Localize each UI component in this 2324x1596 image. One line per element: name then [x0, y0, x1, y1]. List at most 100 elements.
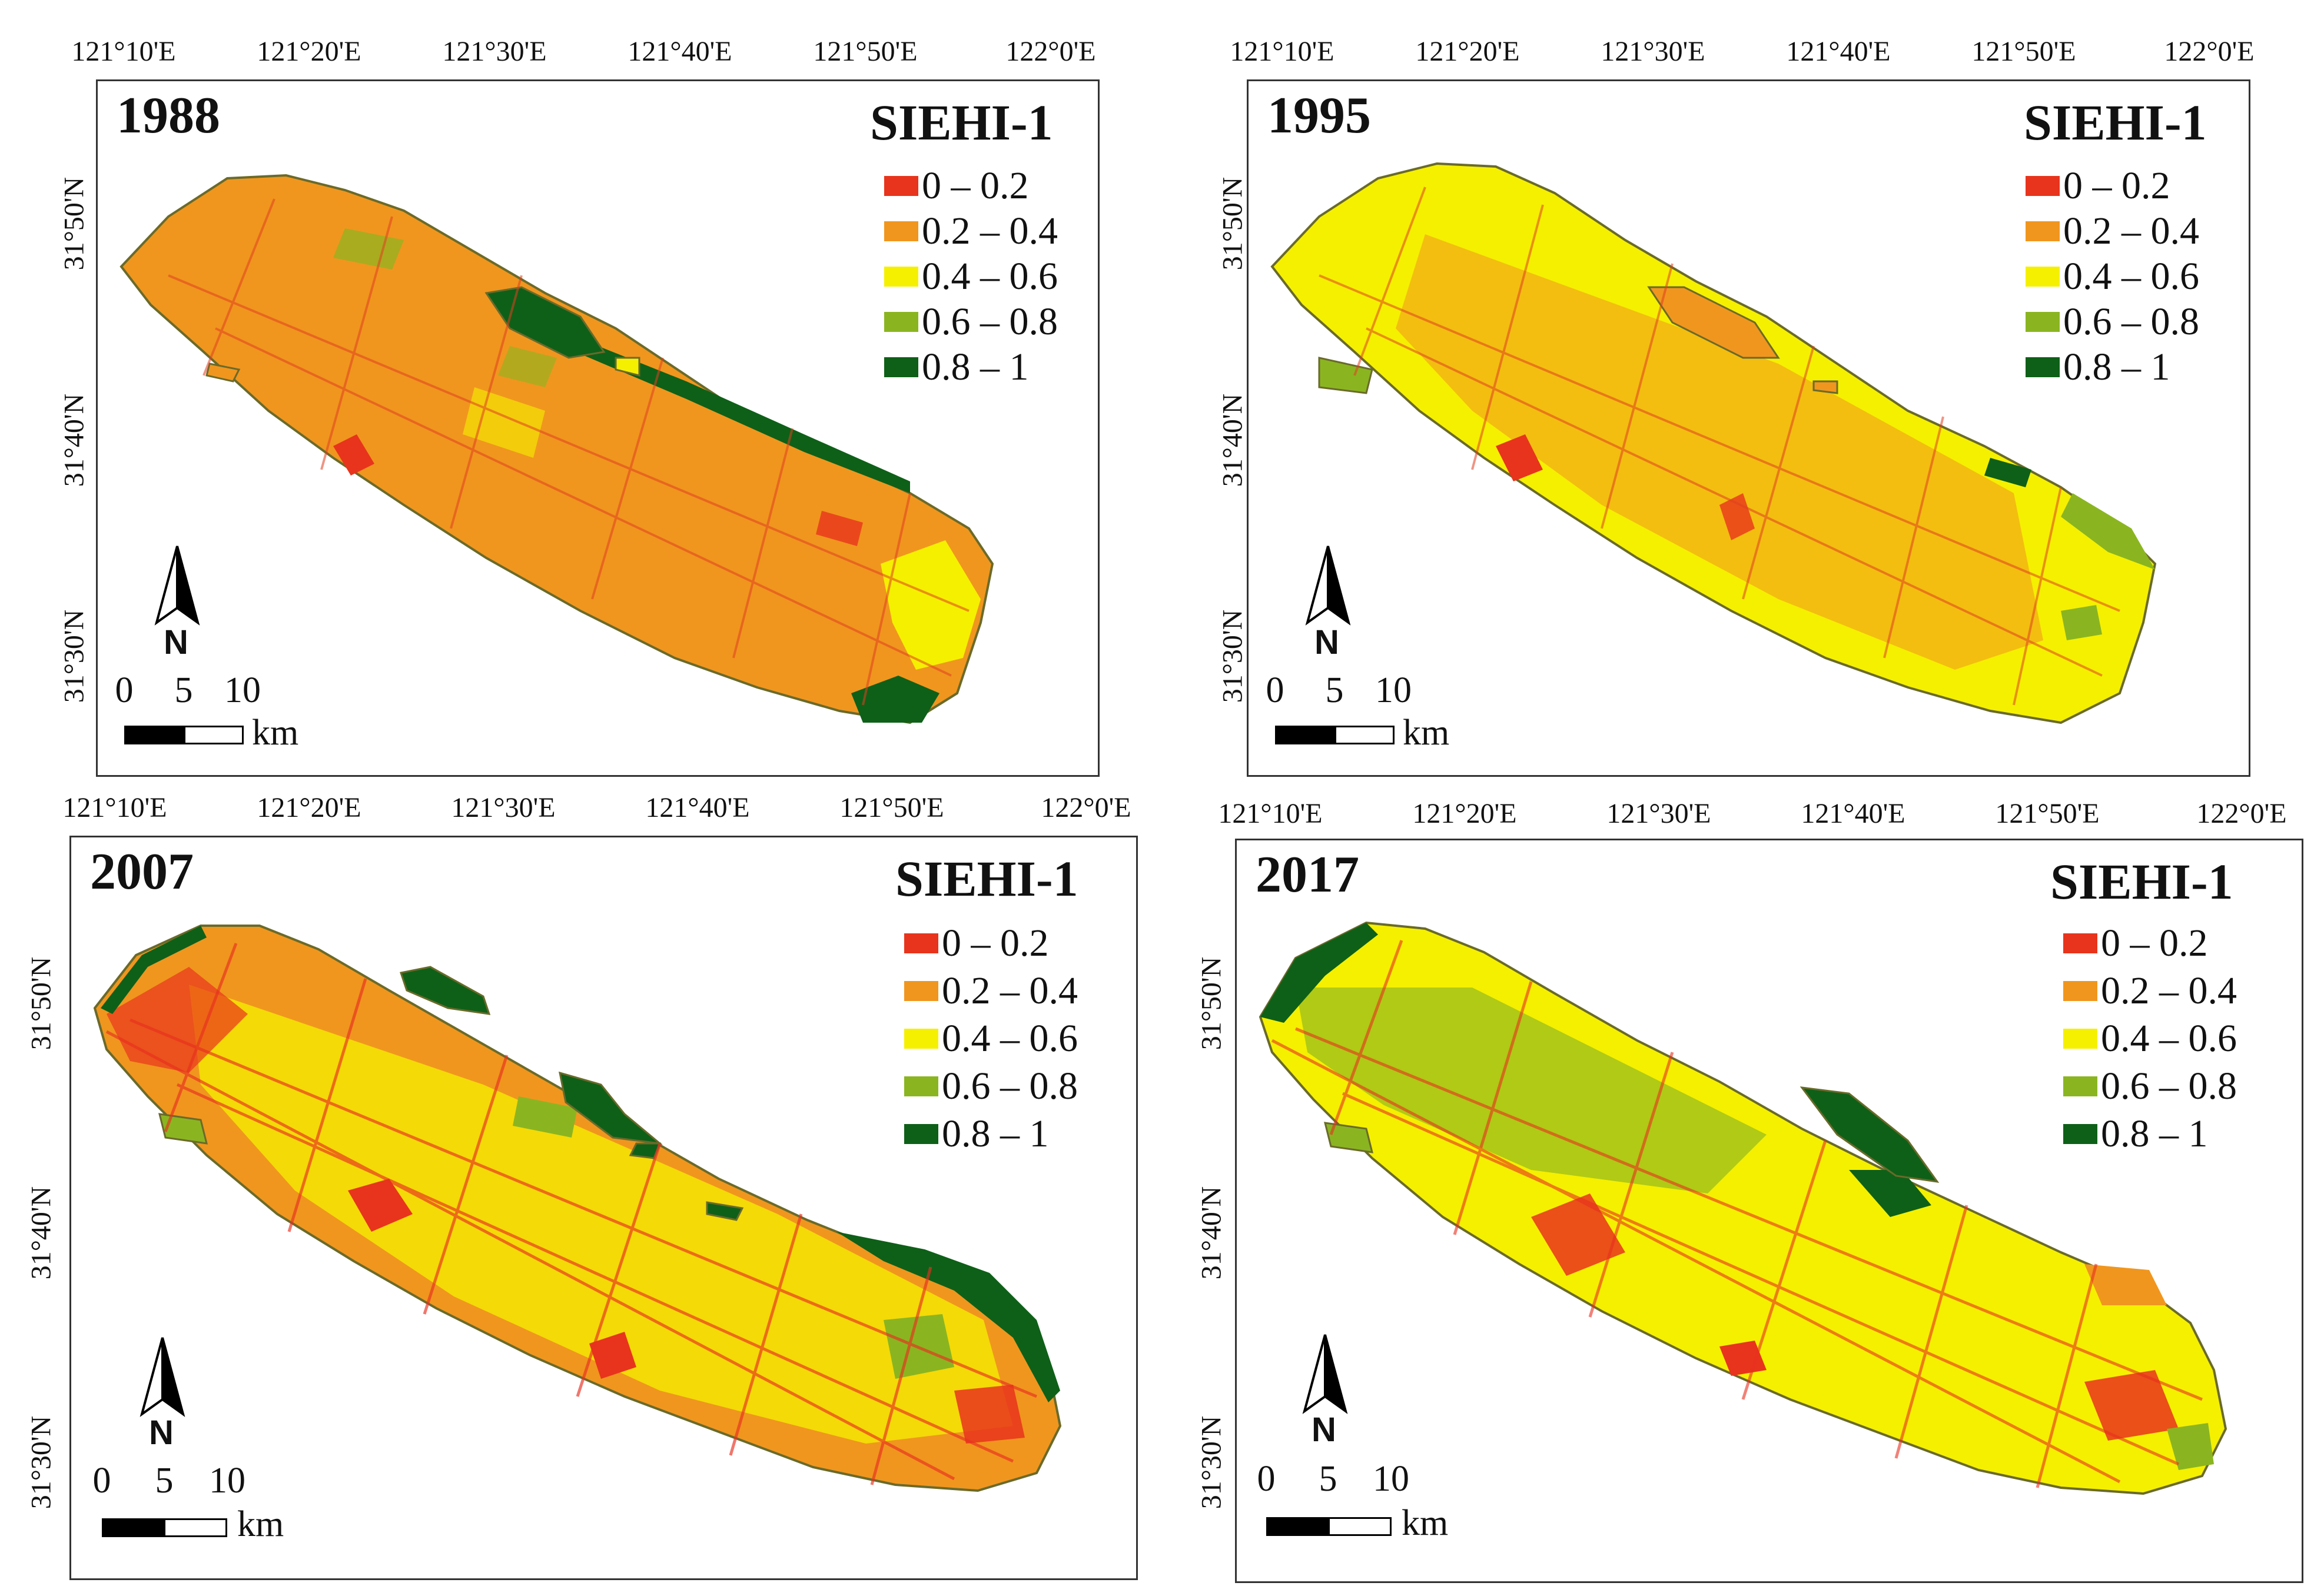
- legend-item: 0 – 0.2: [2063, 922, 2208, 965]
- lon-label: 121°40'E: [1801, 798, 1905, 829]
- lon-label: 121°50'E: [1971, 36, 2076, 67]
- legend-label: 0.4 – 0.6: [2063, 255, 2199, 298]
- legend-item: 0.8 – 1: [884, 345, 1029, 388]
- lon-label: 121°10'E: [1218, 798, 1323, 829]
- lon-label: 121°30'E: [1601, 36, 1705, 67]
- island-map: [119, 174, 994, 724]
- lon-label: 121°20'E: [257, 36, 361, 67]
- lon-label: 121°30'E: [442, 36, 547, 67]
- legend-swatch: [904, 1029, 938, 1049]
- island-main: [119, 174, 994, 724]
- patch-red: [1531, 1193, 1625, 1276]
- scale-bar-white: [1328, 1517, 1392, 1536]
- islet-2: [1812, 380, 1838, 394]
- road-lines: [1319, 187, 2120, 706]
- islet-1: [1647, 286, 1780, 359]
- patch-darkgreen: [1260, 923, 1378, 1023]
- islet-2: [615, 357, 640, 377]
- island-map: [1259, 921, 2227, 1495]
- legend-label: 0.8 – 1: [942, 1112, 1049, 1155]
- legend-swatch: [904, 981, 938, 1001]
- road-lines: [168, 198, 970, 706]
- scale-number: 5: [174, 670, 193, 710]
- longitude-labels: 121°10'E 121°20'E 121°30'E 121°40'E 121°…: [0, 35, 1154, 71]
- legend-label: 0 – 0.2: [942, 922, 1049, 965]
- patch-darkgreen: [1984, 458, 2031, 487]
- legend-item: 0.8 – 1: [2063, 1112, 2208, 1155]
- north-arrow-icon: [1305, 546, 1351, 626]
- scale-number: 10: [209, 1461, 245, 1501]
- scale-bar-black: [124, 726, 185, 744]
- legend-swatch: [2026, 312, 2060, 332]
- legend-item: 0.4 – 0.6: [904, 1017, 1078, 1060]
- legend-item: 0.2 – 0.4: [884, 210, 1058, 252]
- scale-number: 5: [155, 1461, 174, 1501]
- legend-title: SIEHI-1: [870, 94, 1053, 151]
- scale-number: 10: [224, 670, 261, 710]
- legend-label: 0.6 – 0.8: [922, 300, 1058, 343]
- legend-swatch: [904, 933, 938, 953]
- patch-darkgreen-2: [1849, 1170, 1931, 1217]
- legend-swatch: [2063, 1124, 2097, 1144]
- lon-label: 121°10'E: [1230, 36, 1334, 67]
- lon-label: 121°50'E: [839, 792, 944, 823]
- patch-darkgreen: [851, 676, 939, 723]
- legend-label: 0.8 – 1: [2101, 1112, 2208, 1155]
- patch-red-2: [348, 1179, 413, 1232]
- legend-label: 0.6 – 0.8: [2063, 300, 2199, 343]
- legend-label: 0.2 – 0.4: [2063, 210, 2199, 252]
- legend-label: 0.4 – 0.6: [2101, 1017, 2237, 1060]
- legend-swatch: [2063, 933, 2097, 953]
- map-year-label: 2017: [1256, 846, 1359, 903]
- patch-red: [107, 967, 248, 1073]
- legend-item: 0.8 – 1: [2026, 345, 2170, 388]
- legend-label: 0 – 0.2: [2101, 922, 2208, 965]
- legend-swatch: [884, 267, 918, 287]
- lon-label: 122°0'E: [1041, 792, 1131, 823]
- patch-darkgreen: [836, 1232, 1060, 1402]
- longitude-labels: 121°10'E 121°20'E 121°30'E 121°40'E 121°…: [1158, 797, 2312, 833]
- north-label: N: [149, 1414, 174, 1452]
- legend-label: 0.6 – 0.8: [2101, 1065, 2237, 1108]
- lon-label: 121°30'E: [1606, 798, 1711, 829]
- patch-orange: [1396, 234, 2043, 670]
- map-frame: 2017 SIEHI-1: [1235, 839, 2303, 1583]
- patch-red: [333, 434, 374, 476]
- islet-3: [205, 363, 241, 383]
- legend-label: 0 – 0.2: [2063, 164, 2170, 207]
- lat-label: 31°50'N: [1196, 956, 1227, 1050]
- island-map: [1270, 162, 2157, 724]
- islet-3: [1318, 357, 1373, 394]
- patch-red-3: [589, 1332, 636, 1379]
- legend-label: 0.6 – 0.8: [942, 1065, 1078, 1108]
- north-label: N: [1312, 1411, 1336, 1449]
- map-panel-2007: 121°10'E 121°20'E 121°30'E 121°40'E 121°…: [0, 780, 1154, 1592]
- road-lines: [1271, 940, 2203, 1488]
- map-year-label: 1995: [1267, 87, 1371, 144]
- legend-label: 0.4 – 0.6: [942, 1017, 1078, 1060]
- patch-yellow-2: [463, 387, 545, 458]
- legend-item: 0.4 – 0.6: [2063, 1017, 2237, 1060]
- north-arrow-icon: [1302, 1334, 1348, 1414]
- lon-label: 121°40'E: [645, 792, 750, 823]
- legend-item: 0.8 – 1: [904, 1112, 1049, 1155]
- lon-label: 121°20'E: [1415, 36, 1520, 67]
- legend-item: 0 – 0.2: [884, 164, 1029, 207]
- lon-label: 121°40'E: [1786, 36, 1891, 67]
- map-frame: 1995 SIEHI-1 0 –: [1247, 79, 2250, 777]
- patch-red-2: [816, 511, 863, 546]
- legend-item: 0.6 – 0.8: [884, 300, 1058, 343]
- legend-label: 0.8 – 1: [922, 345, 1029, 388]
- scale-bar-black: [102, 1518, 165, 1537]
- lon-label: 121°50'E: [813, 36, 918, 67]
- legend-swatch: [884, 312, 918, 332]
- islet-4: [706, 1201, 744, 1221]
- islet-5: [158, 1113, 208, 1145]
- legend-item: 0.4 – 0.6: [884, 255, 1058, 298]
- scale-unit: km: [252, 713, 299, 753]
- legend-label: 0.2 – 0.4: [2101, 969, 2237, 1012]
- lat-label: 31°50'N: [25, 956, 57, 1050]
- legend-swatch: [2063, 1076, 2097, 1096]
- patch-orange: [2084, 1264, 2167, 1305]
- lat-label: 31°30'N: [1196, 1415, 1227, 1509]
